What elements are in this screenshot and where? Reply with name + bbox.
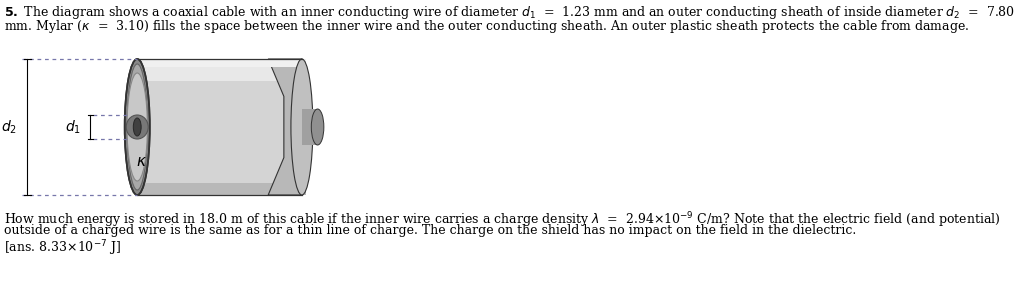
- Text: $d_2$: $d_2$: [1, 118, 17, 136]
- Polygon shape: [137, 59, 306, 81]
- Text: mm. Mylar ($\kappa$  =  3.10) fills the space between the inner wire and the out: mm. Mylar ($\kappa$ = 3.10) fills the sp…: [4, 18, 970, 35]
- Text: $d_1$: $d_1$: [65, 118, 81, 136]
- Polygon shape: [137, 59, 306, 195]
- Ellipse shape: [127, 73, 147, 181]
- Text: [ans. 8.33$\times$10$^{-7}$ J]: [ans. 8.33$\times$10$^{-7}$ J]: [4, 238, 121, 257]
- Ellipse shape: [125, 59, 150, 195]
- Polygon shape: [137, 183, 306, 195]
- Text: How much energy is stored in 18.0 m of this cable if the inner wire carries a ch: How much energy is stored in 18.0 m of t…: [4, 210, 1000, 230]
- Text: outside of a charged wire is the same as for a thin line of charge. The charge o: outside of a charged wire is the same as…: [4, 224, 856, 237]
- Polygon shape: [268, 59, 313, 195]
- Ellipse shape: [127, 64, 147, 190]
- Ellipse shape: [126, 115, 148, 139]
- Polygon shape: [137, 59, 306, 67]
- Text: $\kappa$: $\kappa$: [136, 155, 146, 169]
- Ellipse shape: [133, 118, 141, 136]
- Ellipse shape: [311, 109, 324, 145]
- Text: $\mathbf{5.}$ The diagram shows a coaxial cable with an inner conducting wire of: $\mathbf{5.}$ The diagram shows a coaxia…: [4, 4, 1015, 21]
- Polygon shape: [302, 109, 317, 145]
- Ellipse shape: [291, 59, 313, 195]
